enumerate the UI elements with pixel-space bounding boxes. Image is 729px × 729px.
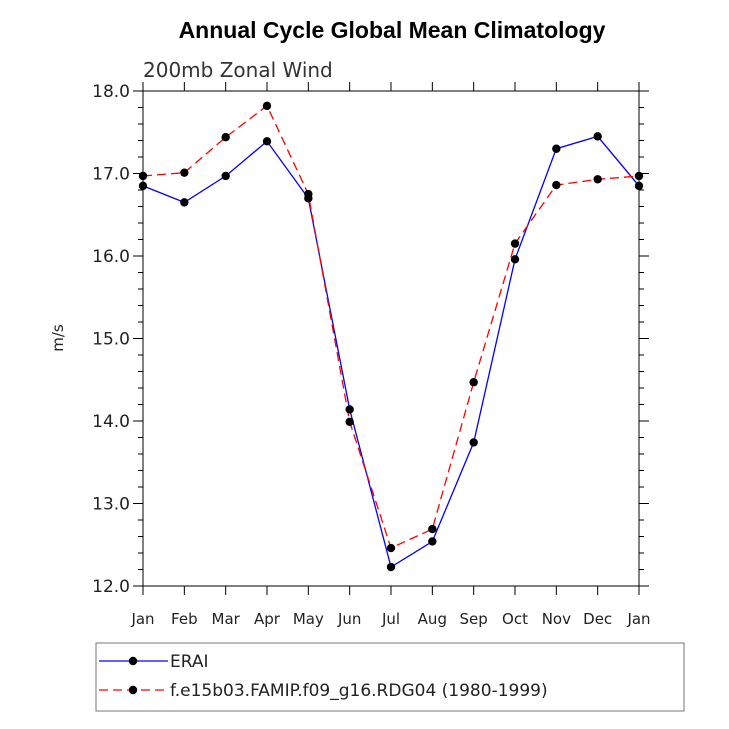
series-layer xyxy=(138,101,644,572)
x-tick-label: Aug xyxy=(418,610,447,628)
x-axis-ticks: Jan Feb Mar Apr May Jun Jul Aug Sep Oct Nov Dec Jan xyxy=(130,82,651,628)
series-1-point xyxy=(469,438,478,447)
series-1-point xyxy=(386,562,396,572)
x-tick-label: Dec xyxy=(583,610,612,628)
series-1-point xyxy=(180,198,189,207)
series-1-point xyxy=(428,537,437,546)
series-2-point xyxy=(593,175,602,184)
legend-label-1: ERAI xyxy=(170,652,209,672)
legend-label-2: f.e15b03.FAMIP.f09_g16.RDG04 (1980-1999) xyxy=(170,681,548,701)
x-tick-label: Jan xyxy=(130,610,154,628)
legend: ERAI f.e15b03.FAMIP.f09_g16.RDG04 (1980-1… xyxy=(99,652,548,701)
series-1-point xyxy=(510,255,520,264)
series-line-1 xyxy=(142,135,640,569)
series-2-point xyxy=(428,524,437,534)
series-2-point xyxy=(634,171,644,181)
series-2-point xyxy=(262,101,272,111)
x-tick-label: Apr xyxy=(254,610,281,628)
y-tick-label: 16.0 xyxy=(92,247,130,267)
legend-marker-1 xyxy=(128,656,138,666)
series-1-point xyxy=(634,181,644,191)
series-line-2 xyxy=(142,104,640,549)
y-tick-label: 14.0 xyxy=(92,412,130,432)
series-2-point xyxy=(180,168,189,177)
x-tick-label: Feb xyxy=(171,610,198,628)
series-2-point xyxy=(386,543,396,553)
series-1-point xyxy=(345,405,354,414)
x-tick-label: Sep xyxy=(460,610,488,628)
y-axis-label: m/s xyxy=(49,324,67,352)
y-tick-label: 15.0 xyxy=(92,330,130,350)
x-tick-label: Mar xyxy=(212,610,241,628)
chart-subtitle: 200mb Zonal Wind xyxy=(143,58,333,82)
series-1-point xyxy=(262,137,272,146)
series-1-point xyxy=(221,171,230,181)
y-tick-label: 13.0 xyxy=(92,495,130,515)
x-tick-label: Oct xyxy=(502,610,528,628)
series-2-point xyxy=(552,180,561,190)
y-axis-ticks: 12.0 13.0 14.0 15.0 16.0 17.0 18.0 xyxy=(92,82,649,597)
plot-frame xyxy=(142,90,640,587)
x-tick-label: Nov xyxy=(542,610,571,628)
series-2-point xyxy=(304,189,313,199)
x-tick-label: Jun xyxy=(337,610,361,628)
series-2-point xyxy=(221,133,230,142)
series-1-point xyxy=(138,181,148,191)
chart-title: Annual Cycle Global Mean Climatology xyxy=(179,17,606,43)
x-tick-label: May xyxy=(293,610,324,628)
y-tick-label: 18.0 xyxy=(92,82,130,102)
series-1-point xyxy=(593,132,602,141)
x-tick-label: Jul xyxy=(381,610,400,628)
series-2-point xyxy=(345,417,354,427)
series-2-point xyxy=(469,378,478,387)
legend-marker-2 xyxy=(128,685,138,695)
y-tick-label: 12.0 xyxy=(92,577,130,597)
legend-box xyxy=(95,642,685,712)
y-tick-label: 17.0 xyxy=(92,165,130,185)
series-2-point xyxy=(138,171,148,181)
series-2-point xyxy=(510,239,520,248)
series-1-point xyxy=(552,144,561,153)
x-tick-label: Jan xyxy=(626,610,650,628)
